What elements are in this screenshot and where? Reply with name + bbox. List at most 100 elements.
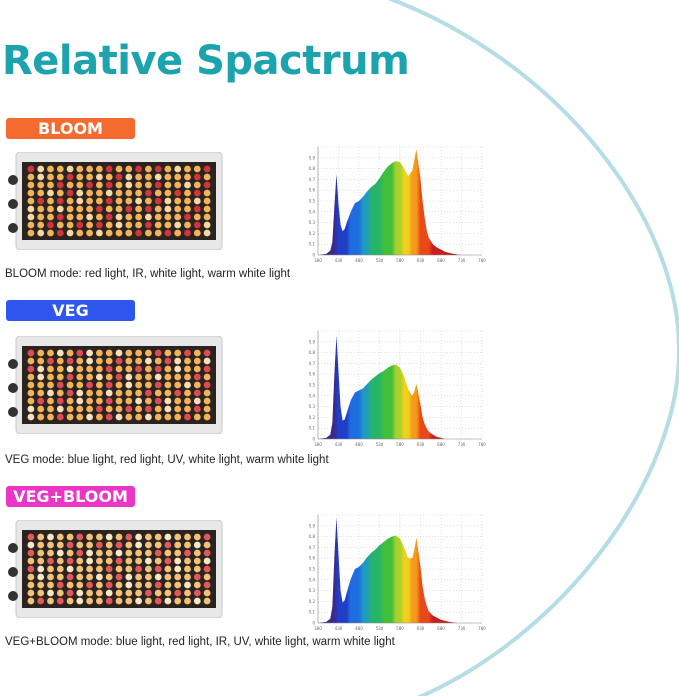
led	[154, 365, 162, 373]
led	[164, 533, 172, 541]
panel-knob	[8, 175, 18, 185]
led	[203, 197, 211, 205]
led	[105, 349, 113, 357]
led	[174, 381, 182, 389]
led	[115, 397, 123, 405]
led	[135, 557, 142, 565]
led	[203, 565, 211, 573]
led	[37, 349, 45, 357]
led	[56, 413, 64, 421]
led	[115, 373, 123, 381]
led	[47, 589, 54, 597]
led	[135, 405, 142, 413]
led	[56, 565, 64, 573]
led	[184, 205, 191, 213]
x-tick-label: 580	[396, 258, 404, 263]
led	[203, 533, 211, 541]
led	[164, 405, 172, 413]
led	[86, 205, 93, 213]
led	[125, 365, 133, 373]
led	[154, 221, 162, 229]
led	[47, 213, 54, 221]
led	[184, 381, 191, 389]
led	[56, 549, 64, 557]
led	[125, 349, 133, 357]
led	[96, 357, 103, 365]
led	[154, 373, 162, 381]
led	[174, 173, 182, 181]
led	[193, 365, 201, 373]
x-tick-label: 380	[314, 258, 322, 263]
led	[56, 589, 64, 597]
led	[203, 549, 211, 557]
led	[96, 413, 103, 421]
led	[37, 549, 45, 557]
led	[174, 405, 182, 413]
led	[145, 205, 152, 213]
y-tick-label: 0.3	[309, 220, 316, 225]
led	[37, 173, 45, 181]
led	[145, 173, 152, 181]
y-tick-label: 0.2	[309, 415, 316, 420]
x-tick-label: 730	[458, 442, 466, 447]
led	[86, 541, 93, 549]
led	[164, 413, 172, 421]
led	[56, 189, 64, 197]
led	[86, 397, 93, 405]
led	[105, 189, 113, 197]
led	[76, 381, 84, 389]
led	[184, 533, 191, 541]
led	[56, 597, 64, 605]
led	[184, 349, 191, 357]
led	[145, 597, 152, 605]
led	[184, 357, 191, 365]
led	[164, 373, 172, 381]
led	[105, 597, 113, 605]
led	[125, 173, 133, 181]
panel-knob	[8, 543, 18, 553]
x-tick-label: 780	[478, 442, 486, 447]
led	[135, 581, 142, 589]
led	[105, 397, 113, 405]
led	[125, 405, 133, 413]
led	[66, 413, 74, 421]
led	[105, 541, 113, 549]
y-tick-label: 0.3	[309, 588, 316, 593]
led	[135, 373, 142, 381]
led	[115, 589, 123, 597]
led	[86, 181, 93, 189]
led	[66, 229, 74, 237]
led	[193, 549, 201, 557]
led	[125, 213, 133, 221]
led	[193, 397, 201, 405]
led	[96, 581, 103, 589]
led	[37, 397, 45, 405]
led	[164, 357, 172, 365]
led	[37, 165, 45, 173]
led	[37, 221, 45, 229]
panel-knob	[8, 199, 18, 209]
x-tick-label: 630	[417, 258, 425, 263]
led	[105, 221, 113, 229]
led	[145, 373, 152, 381]
led	[27, 197, 35, 205]
panel-knob	[8, 567, 18, 577]
y-tick-label: 0.3	[309, 404, 316, 409]
y-tick-label: 0.7	[309, 545, 316, 550]
led	[37, 389, 45, 397]
led	[37, 229, 45, 237]
led	[135, 413, 142, 421]
led	[203, 405, 211, 413]
led	[56, 213, 64, 221]
led	[184, 413, 191, 421]
led	[66, 165, 74, 173]
led	[76, 533, 84, 541]
spectrum-area	[318, 517, 482, 623]
led	[193, 221, 201, 229]
led	[86, 373, 93, 381]
led	[145, 581, 152, 589]
led	[96, 165, 103, 173]
led	[184, 549, 191, 557]
led	[184, 573, 191, 581]
led	[76, 229, 84, 237]
